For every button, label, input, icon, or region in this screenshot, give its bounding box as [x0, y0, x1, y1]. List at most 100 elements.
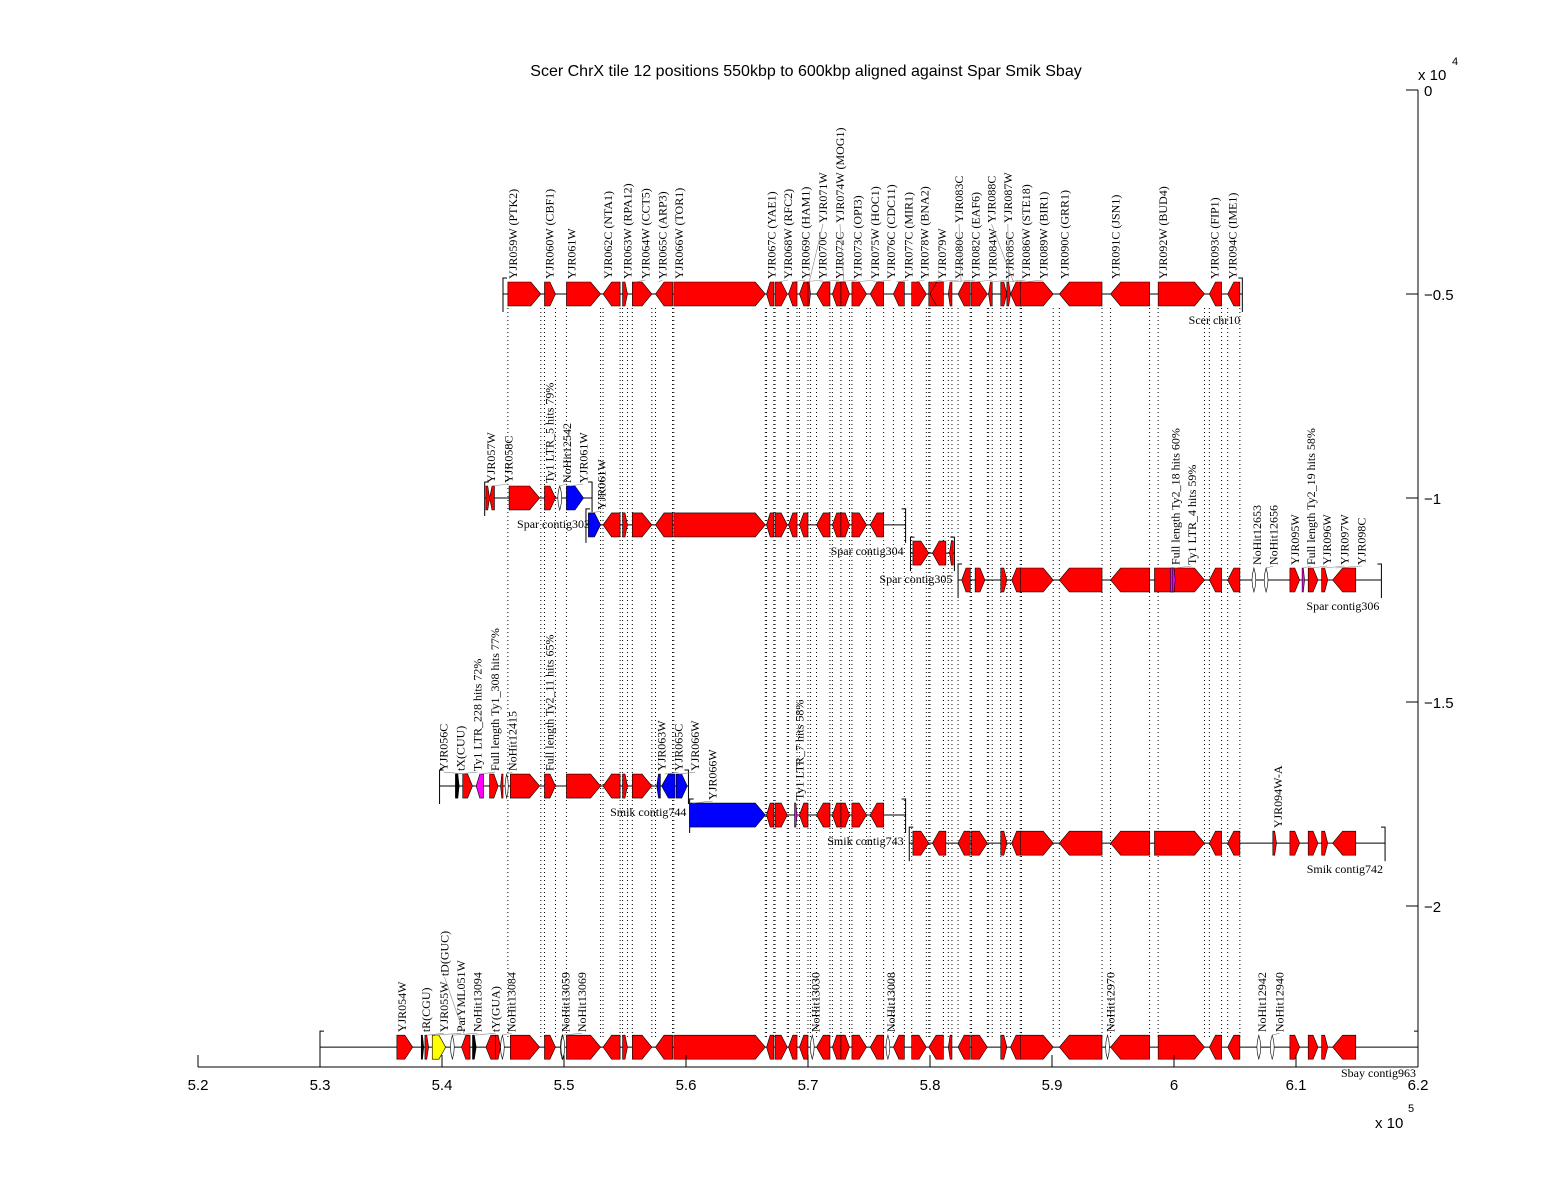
label-leader-line	[1335, 565, 1362, 569]
gene-label: YJR096W	[1320, 514, 1334, 565]
gene-arrow	[810, 1034, 815, 1061]
gene-label: YJR063W	[655, 720, 669, 771]
gene-arrow	[1332, 1034, 1357, 1060]
gene-arrow	[799, 281, 809, 307]
gene-arrow	[957, 1034, 971, 1060]
gene-arrow	[1172, 567, 1176, 593]
gene-label: Ty1 LTR_228 hits 72%	[471, 659, 485, 771]
gene-arrow	[495, 1034, 501, 1060]
gene-label: YJR056C	[437, 724, 451, 771]
gene-arrow	[424, 1034, 429, 1060]
gene-arrow	[489, 485, 495, 511]
label-leader-line	[991, 223, 1014, 283]
y-tick-label: −2	[1424, 899, 1441, 916]
label-leader-line	[974, 279, 993, 283]
gene-arrow	[472, 1034, 477, 1060]
contig-start-bracket	[585, 508, 590, 543]
gene-label: YJR055W	[437, 981, 451, 1032]
gene-label: YJR054W	[395, 981, 409, 1032]
label-leader-line	[679, 771, 696, 775]
gene-arrow	[1209, 830, 1222, 856]
gene-arrow	[673, 281, 766, 307]
gene-arrow	[1000, 830, 1008, 856]
label-leader-line	[1303, 565, 1312, 569]
contig-row: Spar contig305	[879, 536, 955, 586]
gene-label: YJR072C	[833, 232, 847, 279]
gene-arrow	[929, 281, 944, 307]
gene-arrow	[840, 512, 850, 538]
gene-label: YJR085C	[1003, 232, 1017, 279]
label-leader-line	[932, 279, 960, 283]
gene-arrow	[632, 512, 653, 538]
gene-arrow	[1301, 567, 1305, 593]
gene-arrow	[893, 281, 905, 307]
x-tick-label: 5.6	[676, 1077, 697, 1094]
gene-arrow	[840, 281, 850, 307]
gene-arrow	[1058, 1034, 1103, 1060]
gene-arrow	[832, 1034, 842, 1060]
gene-arrow	[911, 281, 927, 307]
contig-start-bracket	[502, 277, 507, 312]
gene-arrow	[673, 1034, 766, 1060]
gene-arrow	[774, 512, 788, 538]
gene-label: NoHit13059	[558, 972, 572, 1032]
y-tick-label: −1	[1424, 491, 1441, 508]
gene-arrow	[656, 773, 661, 799]
label-leader-line	[452, 1032, 478, 1036]
gene-arrow	[816, 802, 831, 828]
label-leader-line	[835, 279, 858, 283]
gene-label: Full length Ty1_308 hits 77%	[488, 628, 502, 771]
gene-arrow	[655, 281, 673, 307]
gene-label: Ty1 LTR_5 hits 79%	[542, 383, 556, 483]
axes: 5.2 5.3 5.4 5.5 5.6 5.7 5.8 5.9 6 6.1 6.2 0 −0.5 −1 −1…	[188, 83, 1454, 1094]
x-tick-label: 5.3	[310, 1077, 331, 1094]
gene-label: YJR097W	[1338, 514, 1352, 565]
contig-start-bracket	[484, 481, 489, 516]
gene-label: YJR058C	[502, 436, 516, 483]
gene-arrow	[932, 830, 947, 856]
gene-arrow	[869, 512, 884, 538]
contig-start-bracket	[908, 826, 914, 862]
gene-arrow	[1000, 1034, 1008, 1060]
label-leader-line	[559, 483, 567, 487]
gene-arrow	[1000, 281, 1008, 307]
contig-name: Spar contig306	[1306, 599, 1379, 613]
gene-arrow	[1058, 830, 1103, 856]
contig-end-bracket	[901, 508, 907, 543]
gene-arrow	[1256, 1034, 1262, 1061]
contig-end-bracket	[684, 769, 689, 805]
gene-arrow	[832, 802, 842, 828]
gene-label: NoHit12940	[1272, 972, 1286, 1032]
gene-arrow	[1272, 830, 1277, 856]
gene-label: NoHit13008	[884, 972, 898, 1032]
label-leader-line	[839, 223, 845, 283]
gene-label: YJR082C (EAF6)	[968, 192, 982, 279]
gene-arrow	[566, 773, 601, 799]
label-leader-line	[808, 223, 824, 283]
contig-row: Spar contig303	[484, 481, 593, 531]
gene-arrow	[1289, 1034, 1300, 1060]
label-leader-line	[664, 771, 679, 775]
gene-arrow	[774, 1034, 788, 1060]
gene-arrow	[1157, 281, 1205, 307]
gene-arrow	[622, 1034, 628, 1060]
gene-arrow	[766, 1034, 775, 1060]
contig-row: Smik contig742	[908, 826, 1386, 876]
gene-label: Ty1 LTR_7 hits 58%	[793, 700, 807, 800]
gene-arrow	[961, 567, 971, 593]
x-tick-label: 5.8	[920, 1077, 941, 1094]
gene-arrow	[1010, 281, 1022, 307]
gene-label: NoHit13069	[575, 972, 589, 1032]
label-leader-line	[791, 279, 806, 283]
gene-label: YJR094C (IME1)	[1226, 193, 1240, 279]
gene-arrow	[602, 512, 621, 538]
label-leader-line	[1173, 565, 1192, 569]
gene-arrow	[1154, 830, 1205, 856]
gene-arrow	[485, 485, 490, 511]
gene-label: YJR060W (CBF1)	[542, 189, 556, 279]
gene-arrow	[766, 512, 775, 538]
gene-label: YJR098C	[1355, 518, 1369, 565]
label-leader-line	[474, 1032, 496, 1036]
label-leader-line	[1266, 565, 1274, 569]
label-leader-line	[896, 279, 909, 283]
